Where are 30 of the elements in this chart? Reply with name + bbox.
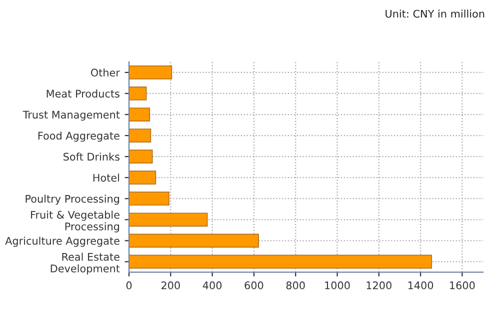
y-tick-label: Agriculture Aggregate <box>5 236 120 247</box>
bar <box>129 234 259 248</box>
y-tick-label: Poultry Processing <box>26 194 120 205</box>
y-tick-label: Other <box>90 68 120 77</box>
bar <box>129 212 208 227</box>
y-tick-label: Real Estate Development <box>50 252 120 274</box>
x-tick-label: 1200 <box>366 281 392 290</box>
x-tick-label: 1600 <box>450 281 475 290</box>
bar <box>129 128 152 142</box>
y-tick-label: Hotel <box>93 174 119 182</box>
x-tick-label: 0 <box>126 281 132 290</box>
bar <box>129 170 156 185</box>
bar <box>129 150 153 164</box>
x-tick-label: 600 <box>244 281 264 290</box>
x-tick-label: 1000 <box>325 281 350 290</box>
text: Unit: CNY in million <box>386 10 484 18</box>
x-tick-label: 800 <box>286 281 305 290</box>
y-tick-label: Meat Products <box>46 90 120 98</box>
y-tick-label: Fruit & Vegetable Processing <box>31 210 120 232</box>
y-tick-label: Soft Drinks <box>64 152 120 161</box>
bar <box>129 254 432 269</box>
bar <box>129 66 172 80</box>
y-tick-label: Trust Management <box>22 110 120 121</box>
y-tick-label: Food Aggregate <box>38 132 120 142</box>
x-tick-label: 200 <box>161 281 180 290</box>
bar <box>129 108 150 122</box>
bar <box>129 192 170 206</box>
x-tick-label: 400 <box>202 281 222 290</box>
bar <box>129 86 147 100</box>
x-tick-label: 1400 <box>408 281 434 290</box>
